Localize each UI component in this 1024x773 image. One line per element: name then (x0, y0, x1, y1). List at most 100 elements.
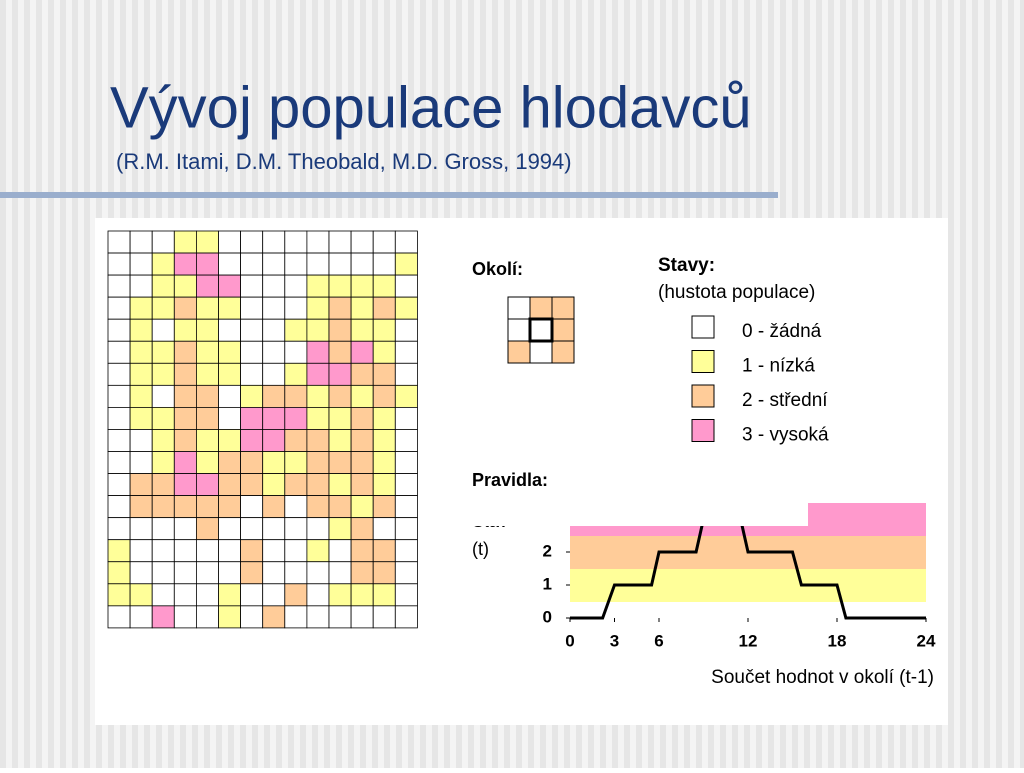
map-cell (284, 230, 308, 254)
map-cell (328, 252, 352, 276)
map-cell (394, 583, 418, 607)
map-cell (306, 473, 330, 496)
map-cell (218, 605, 242, 629)
title: Vývoj populace hlodavců (110, 75, 752, 140)
map-cell (107, 274, 131, 298)
map-cell (240, 473, 264, 496)
map-cell (195, 362, 219, 386)
map-cell (240, 296, 264, 320)
map-cell (195, 384, 219, 408)
map-cell (173, 451, 197, 474)
map-cell (394, 539, 418, 563)
map-cell (262, 429, 286, 452)
map-cell (240, 384, 264, 408)
map-cell (262, 495, 286, 519)
map-cell (328, 362, 352, 386)
map-cell (240, 429, 264, 452)
map-cell (195, 605, 219, 629)
map-cell (107, 252, 131, 276)
map-cell (284, 561, 308, 585)
map-cell (350, 252, 374, 276)
map-cell (306, 451, 330, 474)
map-cell (151, 517, 175, 541)
map-cell (173, 605, 197, 629)
map-cell (394, 605, 418, 629)
map-cell (262, 605, 286, 629)
map-cell (240, 583, 264, 607)
map-cell (107, 561, 131, 585)
map-cell (372, 517, 396, 541)
map-cell (151, 406, 175, 430)
map-cell (218, 473, 242, 496)
y-tick-label: 2 (543, 541, 552, 560)
map-cell (306, 429, 330, 452)
map-cell (129, 605, 153, 629)
map-cell (129, 384, 153, 408)
map-cell (394, 473, 418, 496)
map-cell (240, 605, 264, 629)
map-cell (107, 384, 131, 408)
legend-swatch (691, 315, 715, 339)
map-cell (129, 429, 153, 452)
map-cell (173, 517, 197, 541)
map-cell (306, 318, 330, 342)
map-cell (107, 429, 131, 452)
map-cell (107, 539, 131, 563)
map-cell (107, 495, 131, 519)
map-cell (151, 605, 175, 629)
map-cell (173, 495, 197, 519)
map-cell (173, 583, 197, 607)
map-cell (173, 362, 197, 386)
map-cell (218, 429, 242, 452)
map-cell (173, 473, 197, 496)
map-cell (394, 429, 418, 452)
map-cell (350, 296, 374, 320)
map-cell (151, 230, 175, 254)
map-cell (107, 451, 131, 474)
population-map (107, 230, 418, 629)
map-cell (284, 384, 308, 408)
map-cell (328, 539, 352, 563)
legend-label: 3 - vysoká (742, 425, 829, 446)
map-cell (394, 495, 418, 519)
map-cell (173, 539, 197, 563)
map-cell (195, 473, 219, 496)
map-cell (284, 340, 308, 364)
map-cell (284, 539, 308, 563)
map-cell (262, 406, 286, 430)
map-cell (262, 517, 286, 541)
map-cell (129, 473, 153, 496)
map-cell (284, 495, 308, 519)
map-cell (328, 517, 352, 541)
map-cell (218, 340, 242, 364)
y-axis-label: (t) (472, 539, 489, 559)
map-cell (350, 318, 374, 342)
map-cell (350, 561, 374, 585)
map-cell (328, 296, 352, 320)
map-cell (328, 605, 352, 629)
map-cell (372, 429, 396, 452)
map-cell (173, 318, 197, 342)
map-cell (240, 362, 264, 386)
map-cell (372, 583, 396, 607)
map-cell (195, 230, 219, 254)
map-cell (262, 362, 286, 386)
map-cell (394, 451, 418, 474)
map-cell (350, 473, 374, 496)
states-subtitle: (hustota populace) (658, 282, 815, 303)
map-cell (218, 539, 242, 563)
map-cell (195, 539, 219, 563)
map-cell (173, 429, 197, 452)
map-cell (195, 495, 219, 519)
map-cell (107, 406, 131, 430)
map-cell (195, 561, 219, 585)
map-cell (240, 274, 264, 298)
map-cell (394, 406, 418, 430)
map-cell (107, 340, 131, 364)
map-cell (372, 451, 396, 474)
map-cell (173, 230, 197, 254)
map-cell (151, 495, 175, 519)
map-cell (129, 296, 153, 320)
map-cell (240, 451, 264, 474)
map-cell (372, 605, 396, 629)
